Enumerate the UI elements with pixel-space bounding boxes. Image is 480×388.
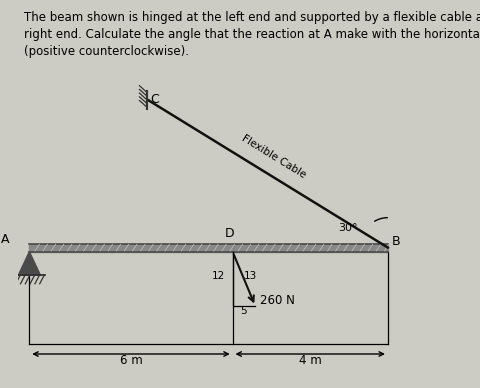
- Text: B: B: [392, 235, 401, 248]
- Text: 5: 5: [240, 307, 247, 316]
- Text: 4 m: 4 m: [299, 354, 322, 367]
- Polygon shape: [18, 252, 40, 275]
- Text: 260 N: 260 N: [260, 294, 295, 307]
- Text: The beam shown is hinged at the left end and supported by a flexible cable at th: The beam shown is hinged at the left end…: [24, 11, 480, 58]
- Text: D: D: [225, 227, 235, 240]
- Text: Flexible Cable: Flexible Cable: [240, 133, 308, 180]
- Text: 12: 12: [212, 271, 225, 281]
- Text: 6 m: 6 m: [120, 354, 143, 367]
- Bar: [29, 244, 388, 252]
- Text: C: C: [151, 93, 159, 106]
- Text: 30°: 30°: [338, 223, 358, 233]
- Text: 13: 13: [244, 271, 257, 281]
- Text: A: A: [0, 233, 9, 246]
